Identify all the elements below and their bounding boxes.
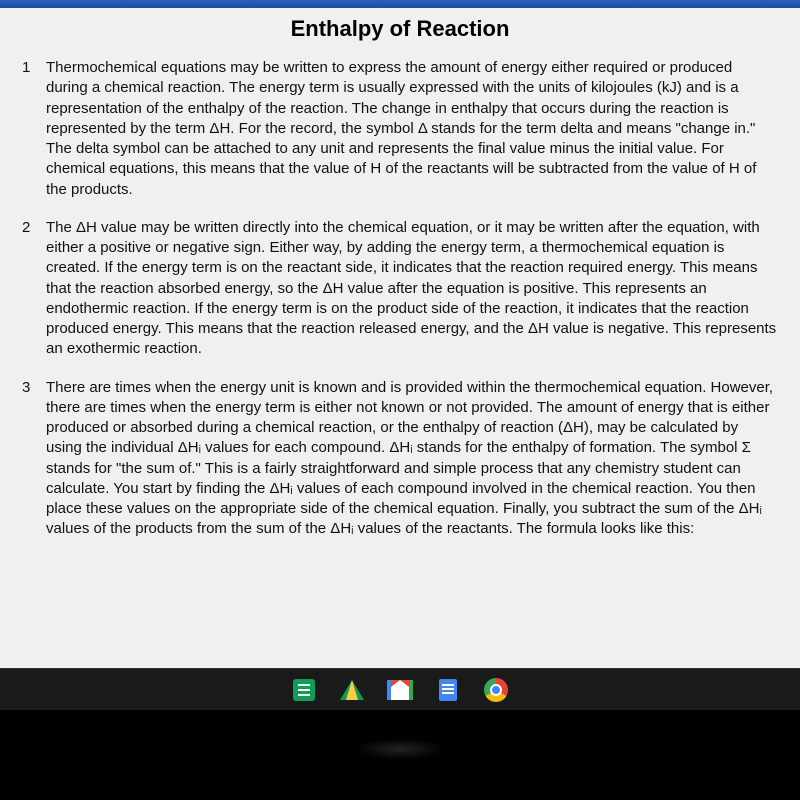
sheets-icon[interactable] bbox=[291, 677, 317, 703]
paragraph-text: There are times when the energy unit is … bbox=[46, 378, 778, 540]
laptop-logo bbox=[355, 738, 445, 760]
paragraph: 1 Thermochemical equations may be writte… bbox=[22, 58, 778, 200]
gmail-icon[interactable] bbox=[387, 677, 413, 703]
taskbar bbox=[0, 668, 800, 710]
chrome-icon[interactable] bbox=[483, 677, 509, 703]
paragraph: 2 The ΔH value may be written directly i… bbox=[22, 218, 778, 360]
paragraph-number: 1 bbox=[22, 58, 46, 200]
paragraph-text: Thermochemical equations may be written … bbox=[46, 58, 778, 200]
paragraph-number: 2 bbox=[22, 218, 46, 360]
document-page: Enthalpy of Reaction 1 Thermochemical eq… bbox=[0, 8, 800, 668]
paragraph: 3 There are times when the energy unit i… bbox=[22, 378, 778, 540]
window-titlebar bbox=[0, 0, 800, 8]
docs-icon[interactable] bbox=[435, 677, 461, 703]
page-title: Enthalpy of Reaction bbox=[22, 16, 778, 42]
drive-icon[interactable] bbox=[339, 677, 365, 703]
paragraph-number: 3 bbox=[22, 378, 46, 540]
desk-bezel bbox=[0, 738, 800, 800]
paragraph-text: The ΔH value may be written directly int… bbox=[46, 218, 778, 360]
